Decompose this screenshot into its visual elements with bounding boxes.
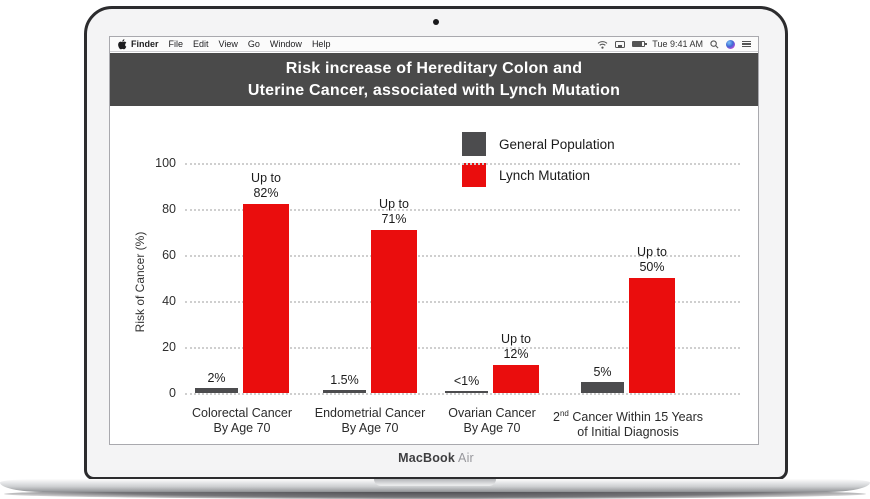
legend-item-lynch-mutation: Lynch Mutation bbox=[462, 163, 615, 187]
grid-line-40 bbox=[185, 301, 740, 303]
grid-line-80 bbox=[185, 209, 740, 211]
bar-value-label-lynch-mutation: Up to 82% bbox=[251, 171, 281, 201]
menu-bar-clock[interactable]: Tue 9:41 AM bbox=[652, 39, 703, 49]
bar-value-label-lynch-mutation: Up to 50% bbox=[637, 245, 667, 274]
menu-item-edit[interactable]: Edit bbox=[193, 39, 209, 49]
brand-air: Air bbox=[458, 451, 474, 465]
legend-swatch-general-population bbox=[462, 132, 486, 156]
wifi-icon[interactable] bbox=[597, 40, 608, 49]
y-tick-label-0: 0 bbox=[169, 386, 176, 400]
menu-item-finder[interactable]: Finder bbox=[131, 39, 159, 49]
brand-macbook: MacBook bbox=[398, 451, 456, 465]
bar-value-label-general-population: <1% bbox=[453, 373, 480, 388]
y-tick-label-60: 60 bbox=[162, 248, 176, 262]
legend-swatch-lynch-mutation bbox=[462, 163, 486, 187]
menu-item-go[interactable]: Go bbox=[247, 39, 260, 49]
legend-label-general-population: General Population bbox=[499, 136, 615, 152]
grid-line-60 bbox=[185, 255, 740, 257]
y-tick-label-20: 20 bbox=[162, 340, 176, 354]
legend-item-general-population: General Population bbox=[462, 132, 615, 156]
base-notch bbox=[374, 479, 496, 486]
bar-value-label-general-population: 5% bbox=[593, 364, 612, 379]
x-category-label-1: Colorectal Cancer By Age 70 bbox=[191, 406, 293, 435]
webcam-icon bbox=[433, 19, 439, 25]
laptop-base bbox=[0, 479, 870, 492]
chart-title-line2: Uterine Cancer, associated with Lynch Mu… bbox=[247, 81, 621, 99]
chart-legend: General Population Lynch Mutation bbox=[462, 132, 615, 187]
menu-bar: Finder File Edit View Go Window Help Tue 9:41 … bbox=[110, 37, 758, 52]
y-tick-label-40: 40 bbox=[162, 294, 176, 308]
menu-item-window[interactable]: Window bbox=[269, 39, 302, 49]
bar-value-label-lynch-mutation: Up to 12% bbox=[501, 332, 531, 362]
legend-label-lynch-mutation: Lynch Mutation bbox=[499, 167, 591, 183]
chart-title: Risk increase of Hereditary Colon and Ut… bbox=[110, 53, 758, 106]
menu-items: Finder File Edit View Go Window Help bbox=[131, 39, 330, 49]
grid-line-0 bbox=[185, 393, 740, 395]
laptop-screen: Finder File Edit View Go Window Help Tue 9:41 … bbox=[109, 36, 759, 445]
chart-title-line1: Risk increase of Hereditary Colon and bbox=[285, 60, 583, 78]
apple-logo-icon[interactable] bbox=[117, 38, 127, 50]
y-tick-label-80: 80 bbox=[162, 202, 176, 216]
grid-line-20 bbox=[185, 347, 740, 349]
bar-general-population bbox=[195, 388, 238, 393]
x-category-label-2: Endometrial Cancer By Age 70 bbox=[314, 406, 426, 435]
bar-value-label-general-population: 2% bbox=[207, 371, 226, 386]
menu-bar-status: Tue 9:41 AM bbox=[597, 39, 751, 49]
laptop-shadow bbox=[4, 489, 866, 499]
bar-general-population bbox=[323, 389, 366, 393]
bar-lynch-mutation bbox=[493, 365, 539, 393]
menu-item-help[interactable]: Help bbox=[311, 39, 331, 49]
bar-lynch-mutation bbox=[243, 204, 289, 393]
bar-value-label-lynch-mutation: Up to 71% bbox=[379, 196, 409, 226]
battery-icon[interactable] bbox=[632, 41, 648, 47]
bar-value-label-general-population: 1.5% bbox=[330, 372, 359, 387]
x-category-label-3: Ovarian Cancer By Age 70 bbox=[448, 406, 536, 435]
bar-lynch-mutation bbox=[371, 229, 417, 393]
y-tick-label-100: 100 bbox=[155, 156, 176, 170]
menu-item-view[interactable]: View bbox=[218, 39, 238, 49]
notification-list-icon[interactable] bbox=[742, 40, 751, 48]
grid-line-100 bbox=[185, 163, 740, 165]
search-icon[interactable] bbox=[710, 39, 719, 49]
x-category-label-4: 2nd Cancer Within 15 Years of Initial Dia… bbox=[553, 409, 703, 440]
chart-plot: Risk of Cancer (%) General Population Ly… bbox=[110, 106, 758, 444]
menu-item-file[interactable]: File bbox=[168, 39, 184, 49]
y-axis-title: Risk of Cancer (%) bbox=[133, 231, 147, 333]
siri-icon[interactable] bbox=[726, 39, 735, 49]
display-icon[interactable] bbox=[615, 40, 626, 48]
bar-general-population bbox=[445, 390, 488, 393]
macbook-air-label: MacBook Air bbox=[87, 451, 785, 465]
bar-general-population bbox=[581, 381, 624, 393]
laptop-lid: Finder File Edit View Go Window Help Tue 9:41 … bbox=[84, 6, 788, 480]
bar-lynch-mutation bbox=[629, 278, 675, 393]
